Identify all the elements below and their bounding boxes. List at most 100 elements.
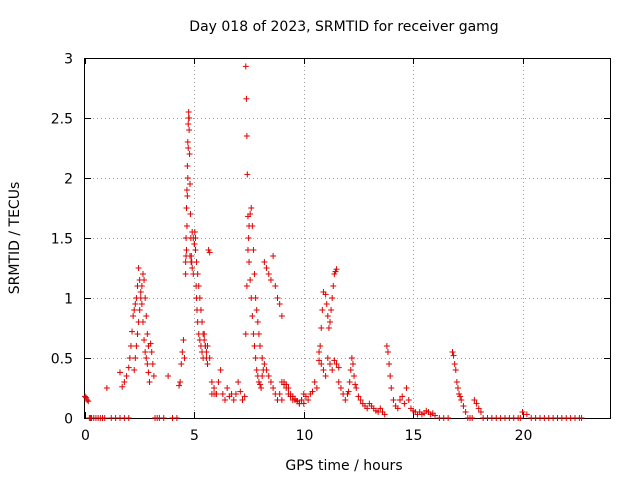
data-point (335, 364, 342, 371)
data-point (251, 271, 258, 277)
data-point (249, 223, 256, 229)
data-point (148, 349, 155, 355)
data-point (237, 388, 244, 395)
data-point (193, 259, 200, 265)
x-tick-label: 10 (296, 428, 314, 444)
data-point (462, 409, 469, 415)
data-point (125, 415, 132, 421)
y-axis-ticks: 0 0.5 1 1.5 2 2.5 3 (51, 52, 610, 428)
data-point (460, 403, 467, 409)
data-point (255, 331, 262, 337)
data-points (82, 63, 585, 421)
data-point (267, 379, 274, 385)
data-point (257, 381, 263, 388)
data-point (283, 385, 290, 391)
data-point (270, 253, 277, 259)
data-point (477, 409, 484, 415)
data-point (137, 289, 144, 295)
data-point (184, 163, 191, 169)
data-point (473, 400, 480, 407)
data-point (84, 397, 91, 403)
data-point (451, 361, 458, 367)
data-point (335, 379, 342, 385)
data-point (230, 397, 237, 403)
data-point (383, 343, 390, 349)
data-point (253, 367, 260, 373)
data-point (138, 283, 145, 289)
data-point (219, 391, 226, 397)
data-point (203, 355, 210, 361)
data-point (333, 266, 340, 273)
data-point (403, 385, 410, 391)
y-axis-label: SRMTID / TECUs (7, 182, 23, 295)
data-point (143, 313, 150, 319)
data-point (450, 352, 457, 359)
data-point (265, 373, 272, 379)
data-point (397, 397, 403, 403)
data-point (302, 393, 309, 400)
data-point (142, 295, 149, 301)
data-point (117, 369, 123, 376)
data-point (244, 171, 251, 178)
data-point (243, 283, 250, 289)
data-point (387, 373, 394, 379)
data-point (192, 247, 199, 253)
data-point (276, 391, 283, 397)
data-point (135, 265, 142, 271)
data-point (192, 235, 199, 241)
data-point (193, 283, 200, 289)
data-point (182, 259, 189, 265)
data-point (178, 361, 185, 367)
data-point (143, 355, 150, 361)
data-point (458, 397, 465, 403)
data-point (134, 331, 141, 337)
data-point (244, 247, 251, 253)
data-point (242, 331, 249, 337)
data-point (316, 357, 323, 364)
data-point (183, 205, 190, 211)
data-point (328, 307, 335, 313)
data-point (146, 379, 153, 385)
data-point (201, 331, 208, 337)
data-point (250, 331, 257, 337)
data-point (259, 355, 266, 361)
data-point (133, 343, 140, 349)
data-point (281, 381, 288, 388)
data-point (345, 388, 352, 395)
data-point (333, 361, 340, 367)
data-point (331, 357, 338, 364)
data-point (355, 393, 362, 400)
data-point (323, 301, 330, 307)
data-point (287, 393, 294, 400)
data-point (346, 379, 353, 385)
data-point (183, 223, 190, 229)
data-point (320, 367, 327, 373)
data-point (135, 319, 142, 325)
y-tick-label: 1.5 (51, 232, 73, 248)
data-point (330, 283, 337, 289)
data-point (347, 367, 354, 373)
data-point (471, 397, 478, 403)
data-point (131, 367, 138, 373)
data-point (305, 397, 312, 403)
data-point (208, 379, 215, 385)
data-point (324, 313, 331, 319)
data-point (329, 295, 336, 301)
data-point (454, 385, 461, 391)
data-point (199, 349, 206, 355)
data-point (242, 63, 249, 70)
data-point (181, 355, 188, 361)
data-point (144, 331, 151, 337)
x-tick-label: 5 (190, 428, 199, 444)
data-point (243, 95, 250, 102)
x-axis-label: GPS time / hours (285, 458, 402, 474)
data-point (247, 277, 254, 283)
data-point (325, 325, 332, 331)
data-point (322, 373, 329, 379)
data-point (184, 139, 191, 145)
x-tick-label: 20 (515, 428, 533, 444)
x-tick-label: 0 (81, 428, 90, 444)
data-point (313, 385, 320, 391)
data-point (449, 349, 456, 355)
